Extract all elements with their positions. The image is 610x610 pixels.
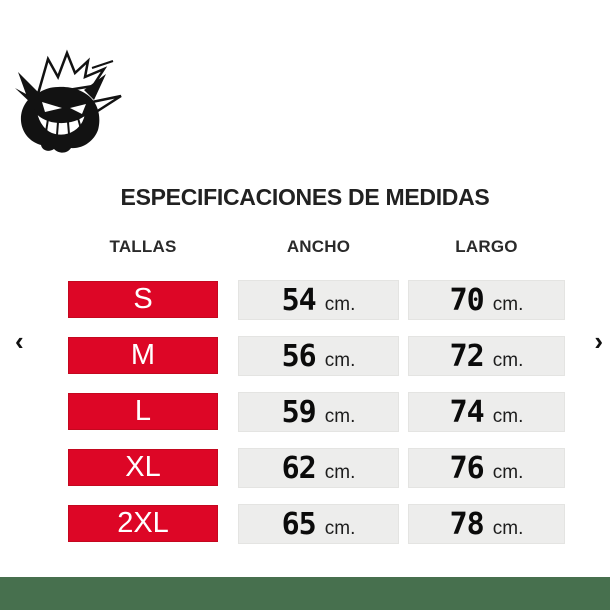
length-cell: 70 cm. <box>408 279 565 320</box>
size-badge: 2XL <box>68 505 218 542</box>
width-value: 59 <box>281 394 317 430</box>
table-row: XL 62 cm. 76 cm. <box>68 447 565 488</box>
header-ancho: ANCHO <box>286 237 351 256</box>
width-value: 65 <box>281 506 317 542</box>
size-badge: S <box>68 281 218 318</box>
size-label: 2XL <box>117 507 169 539</box>
unit-label: cm. <box>324 405 356 427</box>
length-cell: 76 cm. <box>408 447 565 488</box>
size-label: S <box>133 283 153 315</box>
width-cell: 54 cm. <box>238 279 399 320</box>
table-row: S 54 cm. 70 cm. <box>68 279 565 320</box>
gengar-logo-icon <box>15 49 122 153</box>
unit-label: cm. <box>324 461 356 483</box>
table-row: 2XL 65 cm. 78 cm. <box>68 503 565 544</box>
unit-label: cm. <box>492 461 524 483</box>
unit-label: cm. <box>324 293 356 315</box>
unit-label: cm. <box>324 349 356 371</box>
size-spec-table: TALLAS ANCHO LARGO S 54 cm. 70 cm. M 56 … <box>68 234 565 560</box>
carousel-next-icon[interactable]: › <box>594 326 603 356</box>
unit-label: cm. <box>492 293 524 315</box>
length-value: 76 <box>449 450 485 486</box>
unit-label: cm. <box>324 517 356 539</box>
page-title: ESPECIFICACIONES DE MEDIDAS <box>120 184 490 210</box>
size-badge: XL <box>68 449 218 486</box>
unit-label: cm. <box>492 405 524 427</box>
width-value: 56 <box>281 338 317 374</box>
size-badge: L <box>68 393 218 430</box>
width-cell: 59 cm. <box>238 391 399 432</box>
width-cell: 62 cm. <box>238 447 399 488</box>
header-tallas: TALLAS <box>109 237 177 256</box>
unit-label: cm. <box>492 517 524 539</box>
size-label: M <box>130 339 156 371</box>
footer-bar <box>0 577 610 610</box>
length-cell: 78 cm. <box>408 503 565 544</box>
width-cell: 56 cm. <box>238 335 399 376</box>
width-value: 54 <box>281 282 317 318</box>
size-badge: M <box>68 337 218 374</box>
length-cell: 74 cm. <box>408 391 565 432</box>
length-value: 78 <box>449 506 485 542</box>
table-row: M 56 cm. 72 cm. <box>68 335 565 376</box>
width-cell: 65 cm. <box>238 503 399 544</box>
length-value: 74 <box>449 394 485 430</box>
header-largo: LARGO <box>455 237 518 256</box>
width-value: 62 <box>281 450 317 486</box>
table-header-row: TALLAS ANCHO LARGO <box>68 234 565 260</box>
unit-label: cm. <box>492 349 524 371</box>
size-label: XL <box>125 451 161 483</box>
length-cell: 72 cm. <box>408 335 565 376</box>
table-row: L 59 cm. 74 cm. <box>68 391 565 432</box>
length-value: 72 <box>449 338 485 374</box>
carousel-prev-icon[interactable]: ‹ <box>15 326 24 356</box>
length-value: 70 <box>449 282 485 318</box>
size-label: L <box>134 395 152 427</box>
